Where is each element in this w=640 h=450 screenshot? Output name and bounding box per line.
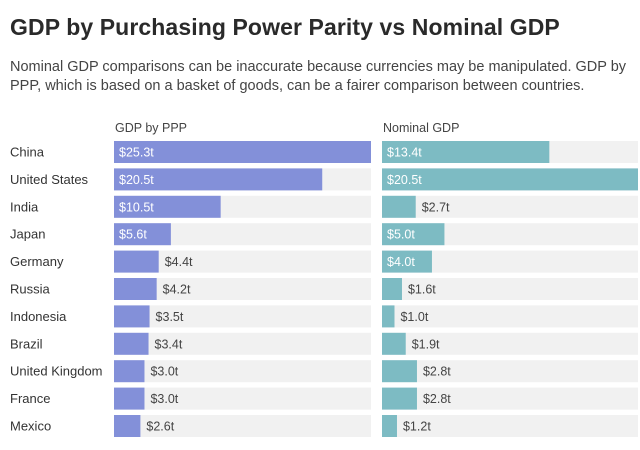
ppp-bar-united-kingdom bbox=[114, 360, 145, 383]
ppp-bar-united-states bbox=[114, 168, 323, 191]
nominal-value-label-japan: $5.0t bbox=[387, 228, 415, 242]
ppp-bar-russia bbox=[114, 278, 157, 300]
ppp-track-france bbox=[114, 387, 371, 410]
ppp-value-label-mexico: $2.6t bbox=[146, 420, 174, 434]
ppp-track-japan bbox=[114, 223, 371, 246]
country-label-mexico: Mexico bbox=[10, 419, 51, 434]
nominal-bar-japan bbox=[382, 223, 445, 246]
nominal-bar-united-states bbox=[382, 168, 638, 191]
nominal-value-label-mexico: $1.2t bbox=[403, 420, 431, 434]
nominal-column-header: Nominal GDP bbox=[383, 121, 460, 135]
ppp-track-russia bbox=[114, 278, 371, 300]
ppp-track-germany bbox=[114, 250, 371, 273]
country-label-japan: Japan bbox=[10, 227, 45, 242]
ppp-bar-india bbox=[114, 195, 221, 218]
nominal-track-france bbox=[382, 387, 638, 410]
ppp-column-header: GDP by PPP bbox=[115, 121, 188, 135]
country-label-china: China bbox=[10, 145, 45, 160]
nominal-track-russia bbox=[382, 278, 638, 300]
ppp-bar-indonesia bbox=[114, 305, 150, 328]
ppp-bar-japan bbox=[114, 223, 171, 246]
ppp-value-label-brazil: $3.4t bbox=[155, 337, 183, 351]
chart-title: GDP by Purchasing Power Parity vs Nomina… bbox=[10, 14, 560, 40]
nominal-track-united-kingdom bbox=[382, 360, 638, 383]
nominal-value-label-india: $2.7t bbox=[422, 200, 450, 214]
ppp-bar-china bbox=[114, 141, 371, 163]
nominal-bar-mexico bbox=[382, 415, 397, 437]
ppp-value-label-indonesia: $3.5t bbox=[156, 310, 184, 324]
nominal-bar-india bbox=[382, 195, 416, 218]
ppp-value-label-united-kingdom: $3.0t bbox=[150, 365, 178, 379]
ppp-track-brazil bbox=[114, 332, 371, 355]
nominal-track-mexico bbox=[382, 415, 638, 437]
nominal-track-japan bbox=[382, 223, 638, 246]
nominal-value-label-germany: $4.0t bbox=[387, 255, 415, 269]
ppp-value-label-japan: $5.6t bbox=[119, 228, 147, 242]
nominal-value-label-france: $2.8t bbox=[423, 392, 451, 406]
nominal-value-label-china: $13.4t bbox=[387, 146, 422, 160]
chart-subtitle: Nominal GDP comparisons can be inaccurat… bbox=[10, 59, 627, 94]
nominal-value-label-brazil: $1.9t bbox=[412, 337, 440, 351]
ppp-track-indonesia bbox=[114, 305, 371, 328]
nominal-track-india bbox=[382, 195, 638, 218]
nominal-track-indonesia bbox=[382, 305, 638, 328]
nominal-track-germany bbox=[382, 250, 638, 273]
ppp-value-label-india: $10.5t bbox=[119, 200, 154, 214]
ppp-value-label-germany: $4.4t bbox=[165, 255, 193, 269]
nominal-track-brazil bbox=[382, 332, 638, 355]
country-label-france: France bbox=[10, 391, 50, 406]
nominal-bar-china bbox=[382, 141, 550, 163]
nominal-value-label-russia: $1.6t bbox=[408, 283, 436, 297]
ppp-bar-brazil bbox=[114, 332, 149, 355]
nominal-bar-russia bbox=[382, 278, 402, 300]
ppp-value-label-france: $3.0t bbox=[150, 392, 178, 406]
nominal-value-label-indonesia: $1.0t bbox=[400, 310, 428, 324]
country-label-germany: Germany bbox=[10, 254, 64, 269]
ppp-bar-mexico bbox=[114, 415, 141, 437]
country-label-india: India bbox=[10, 199, 39, 214]
nominal-value-label-united-kingdom: $2.8t bbox=[423, 365, 451, 379]
ppp-value-label-russia: $4.2t bbox=[163, 283, 191, 297]
nominal-bar-united-kingdom bbox=[382, 360, 417, 383]
nominal-value-label-united-states: $20.5t bbox=[387, 173, 422, 187]
nominal-bar-indonesia bbox=[382, 305, 395, 328]
nominal-bar-germany bbox=[382, 250, 432, 273]
country-label-russia: Russia bbox=[10, 282, 51, 297]
country-label-indonesia: Indonesia bbox=[10, 309, 67, 324]
country-label-united-kingdom: United Kingdom bbox=[10, 364, 103, 379]
nominal-bar-france bbox=[382, 387, 417, 410]
ppp-track-mexico bbox=[114, 415, 371, 437]
country-label-united-states: United States bbox=[10, 172, 89, 187]
ppp-bar-france bbox=[114, 387, 145, 410]
ppp-bar-germany bbox=[114, 250, 159, 273]
nominal-bar-brazil bbox=[382, 332, 406, 355]
ppp-value-label-china: $25.3t bbox=[119, 146, 154, 160]
ppp-track-united-kingdom bbox=[114, 360, 371, 383]
ppp-value-label-united-states: $20.5t bbox=[119, 173, 154, 187]
country-label-brazil: Brazil bbox=[10, 336, 43, 351]
